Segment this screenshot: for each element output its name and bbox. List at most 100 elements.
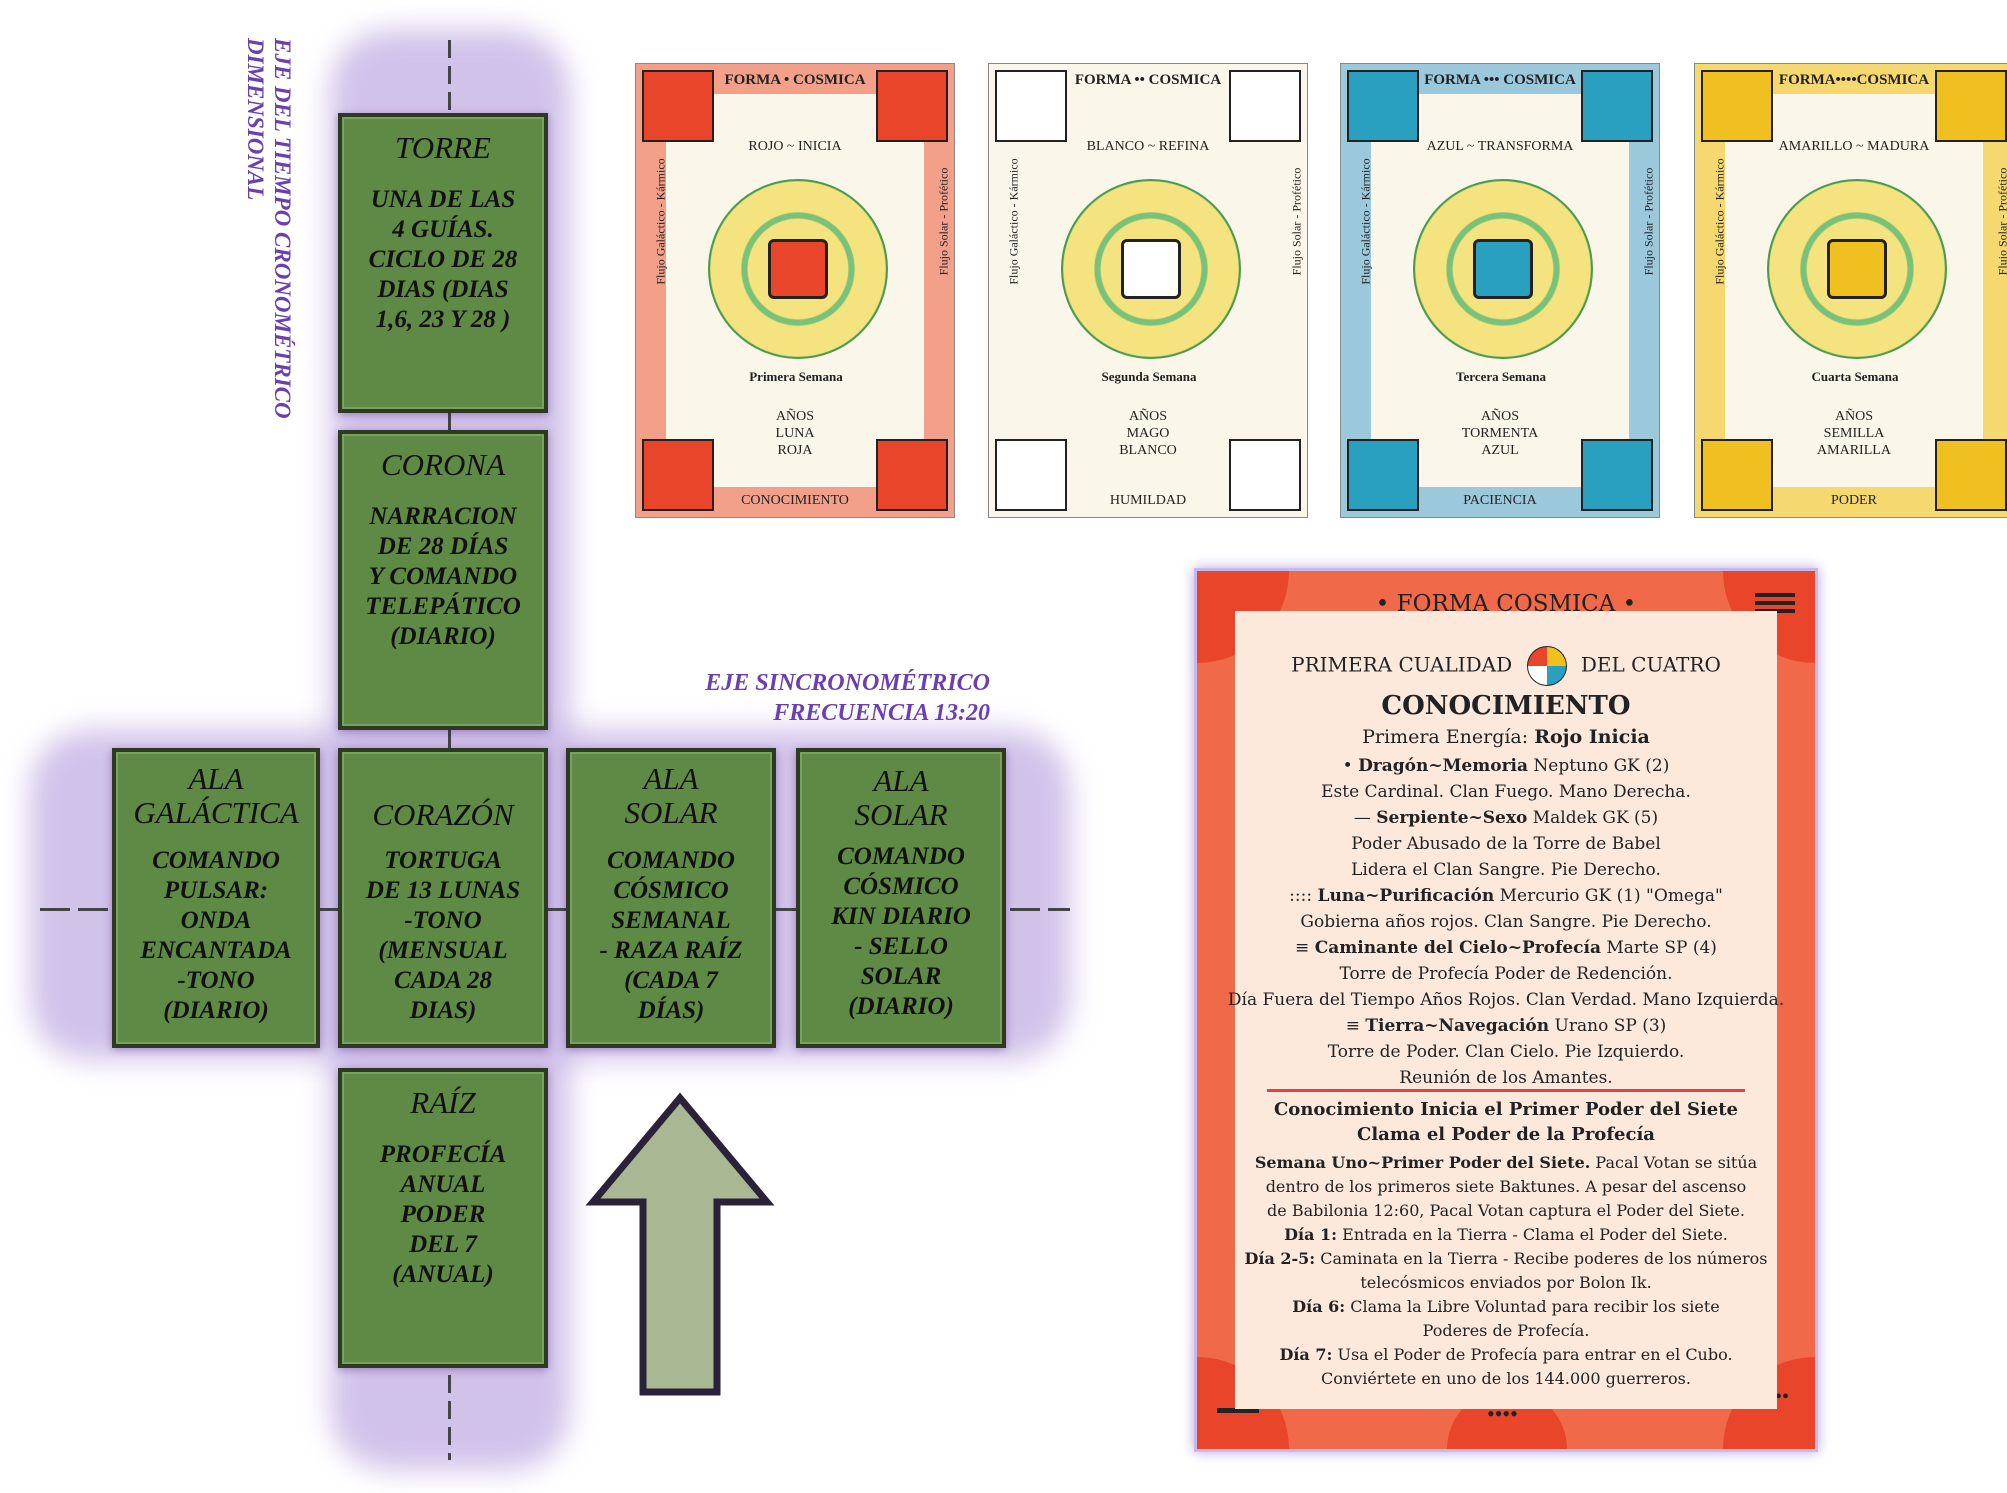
card-paper (1235, 611, 1777, 1409)
paragraph-line: de Babilonia 12:60, Pacal Votan captura … (1267, 1201, 1745, 1220)
entry-line: Reunión de los Amantes. (1399, 1068, 1613, 1088)
calendar-card: FORMA••••COSMICA AMARILLO ~ MADURA Cuarta … (1694, 63, 2007, 518)
week-label: Segunda Semana (1101, 369, 1197, 384)
paragraph-line: Conviértete en uno de los 144.000 guerre… (1321, 1369, 1691, 1388)
connector (545, 908, 570, 911)
card-footer: CONOCIMIENTO (741, 493, 849, 508)
card-right-label: Flujo Solar - Profético (1289, 167, 1304, 276)
box-ala-galactica: ALA GALÁCTICA COMANDO PULSAR: ONDA ENCANTADA… (112, 748, 320, 1048)
entry-line: ≡ Caminante del Cielo~Profecía Marte SP … (1295, 938, 1717, 958)
connector (315, 908, 340, 911)
card-right-label: Flujo Solar - Profético (1995, 167, 2007, 276)
seal-icon (1473, 239, 1533, 299)
card-footer: PODER (1831, 493, 1877, 508)
box-desc: COMANDO PULSAR: ONDA ENCANTADA -TONO (DIARIO) (140, 847, 292, 1024)
quality-line: PRIMERA CUALIDAD DEL CUATRO (1197, 646, 1815, 686)
calendar-wheel-icon (1413, 179, 1593, 359)
paragraph: Semana Uno~Primer Poder del Siete. Pacal… (1197, 1151, 1815, 1391)
four-color-icon (1526, 646, 1567, 686)
calendar-card: FORMA • COSMICA ROJO ~ INICIA Primera Sema… (635, 63, 955, 518)
card-color-line: ROJO ~ INICIA (748, 139, 842, 154)
glyph-icon (876, 70, 948, 142)
card-footer: PACIENCIA (1463, 493, 1537, 508)
paragraph-line: Poderes de Profecía. (1422, 1321, 1590, 1340)
entry-line: Lidera el Clan Sangre. Pie Derecho. (1351, 860, 1661, 880)
horizontal-axis-line-right (1010, 908, 1070, 911)
card-title: FORMA •• COSMICA (1074, 72, 1222, 88)
glyph-icon (1935, 70, 2007, 142)
box-title: CORAZÓN (372, 797, 514, 832)
horizontal-axis-title: EJE SINCRONOMÉTRICO FRECUENCIA 13:20 (705, 670, 990, 726)
box-corazon: CORAZÓN TORTUGA DE 13 LUNAS -TONO (MENSUAL C… (338, 748, 548, 1048)
entry-line: Este Cardinal. Clan Fuego. Mano Derecha. (1321, 782, 1691, 802)
energy-line: Primera Energía: Rojo Inicia (1362, 726, 1650, 748)
box-torre: TORRE UNA DE LAS 4 GUÍAS. CICLO DE 28 DIAS … (338, 113, 548, 413)
glyph-icon (1229, 70, 1301, 142)
box-desc: COMANDO CÓSMICO KIN DIARIO - SELLO SOLAR (DIA… (831, 843, 971, 1020)
big-card-header: • FORMA COSMICA • (1375, 591, 1637, 617)
paragraph-line: dentro de los primeros siete Baktunes. A… (1265, 1177, 1747, 1196)
big-card: •••• ••• • FORMA COSMICA • PRIMERA CUALI… (1194, 568, 1818, 1452)
entry-line: Día Fuera del Tiempo Años Rojos. Clan Ve… (1227, 990, 1785, 1010)
horizontal-axis-line-left (40, 908, 112, 911)
week-label: Tercera Semana (1456, 369, 1546, 384)
box-title: ALA GALÁCTICA (133, 761, 299, 830)
box-raiz: RAÍZ PROFECÍA ANUAL PODER DEL 7 (ANUAL) (338, 1068, 548, 1368)
card-color-line: BLANCO ~ REFINA (1086, 139, 1210, 154)
box-title: RAÍZ (410, 1085, 476, 1120)
card-left-label: Flujo Galáctico - Kármico (1712, 158, 1727, 285)
card-years: AÑOS LUNA ROJA (775, 409, 815, 458)
paragraph-line: Día 7: Usa el Poder de Profecía para ent… (1279, 1345, 1733, 1364)
card-title: FORMA••••COSMICA (1778, 72, 1930, 88)
card-footer: HUMILDAD (1109, 493, 1187, 508)
glyph-icon (642, 439, 714, 511)
box-desc: NARRACION DE 28 DÍAS Y COMANDO TELEPÁTICO (D… (365, 503, 521, 650)
week-label: Primera Semana (749, 369, 843, 384)
box-title: TORRE (395, 130, 491, 165)
seal-icon (1121, 239, 1181, 299)
seal-icon (768, 239, 828, 299)
entry-line: • Dragón~Memoria Neptuno GK (2) (1342, 756, 1670, 776)
calendar-card: FORMA •• COSMICA BLANCO ~ REFINA Segunda S… (988, 63, 1308, 518)
box-corona: CORONA NARRACION DE 28 DÍAS Y COMANDO TELEP… (338, 430, 548, 730)
entry-line: :::: Luna~Purificación Mercurio GK (1) "… (1289, 886, 1723, 906)
paragraph-line: Semana Uno~Primer Poder del Siete. Pacal… (1254, 1153, 1758, 1172)
vertical-axis-line-top (448, 40, 451, 115)
entry-line: ≡ Tierra~Navegación Urano SP (3) (1345, 1016, 1667, 1036)
card-left-label: Flujo Galáctico - Kármico (653, 158, 668, 285)
week-label: Cuarta Semana (1811, 369, 1899, 384)
big-card-title: CONOCIMIENTO (1381, 691, 1631, 721)
bars-icon (1755, 593, 1795, 613)
vertical-axis-line-bottom (448, 1375, 451, 1460)
glyph-icon (995, 70, 1067, 142)
entry-line: Torre de Poder. Clan Cielo. Pie Izquierd… (1327, 1042, 1685, 1062)
card-years: AÑOS MAGO BLANCO (1119, 409, 1177, 458)
box-title: ALA SOLAR (854, 763, 948, 832)
entry-line: — Serpiente~Sexo Maldek GK (5) (1353, 808, 1659, 828)
entry-line: Torre de Profecía Poder de Redención. (1339, 964, 1673, 984)
entry-line: Gobierna años rojos. Clan Sangre. Pie De… (1300, 912, 1712, 932)
paragraph-line: telecósmicos enviados por Bolon Ik. (1360, 1273, 1652, 1292)
glyph-icon (1347, 70, 1419, 142)
card-title: FORMA • COSMICA (724, 72, 866, 88)
card-title: FORMA ••• COSMICA (1424, 72, 1576, 88)
paragraph-line: Día 2-5: Caminata en la Tierra - Recibe … (1244, 1249, 1768, 1268)
glyph-icon (1701, 70, 1773, 142)
card-left-label: Flujo Galáctico - Kármico (1358, 158, 1373, 285)
entry-line: Poder Abusado de la Torre de Babel (1351, 834, 1661, 854)
box-title: ALA SOLAR (624, 761, 718, 830)
card-years: AÑOS TORMENTA AZUL (1461, 409, 1539, 458)
glyph-icon (995, 439, 1067, 511)
card-color-line: AMARILLO ~ MADURA (1778, 139, 1930, 154)
box-desc: UNA DE LAS 4 GUÍAS. CICLO DE 28 DIAS (DIAS 1… (368, 186, 518, 333)
paragraph-line: Día 6: Clama la Libre Voluntad para reci… (1292, 1297, 1720, 1316)
calendar-wheel-icon (1767, 179, 1947, 359)
up-arrow-icon (585, 1092, 775, 1396)
seal-icon (1827, 239, 1887, 299)
sub-title-1: Conocimiento Inicia el Primer Poder del … (1273, 1099, 1738, 1120)
calendar-card: FORMA ••• COSMICA AZUL ~ TRANSFORMA Tercer… (1340, 63, 1660, 518)
calendar-wheel-icon (708, 179, 888, 359)
divider (1267, 1089, 1745, 1092)
card-years: AÑOS SEMILLA AMARILLA (1817, 409, 1891, 458)
card-left-label: Flujo Galáctico - Kármico (1006, 158, 1021, 285)
